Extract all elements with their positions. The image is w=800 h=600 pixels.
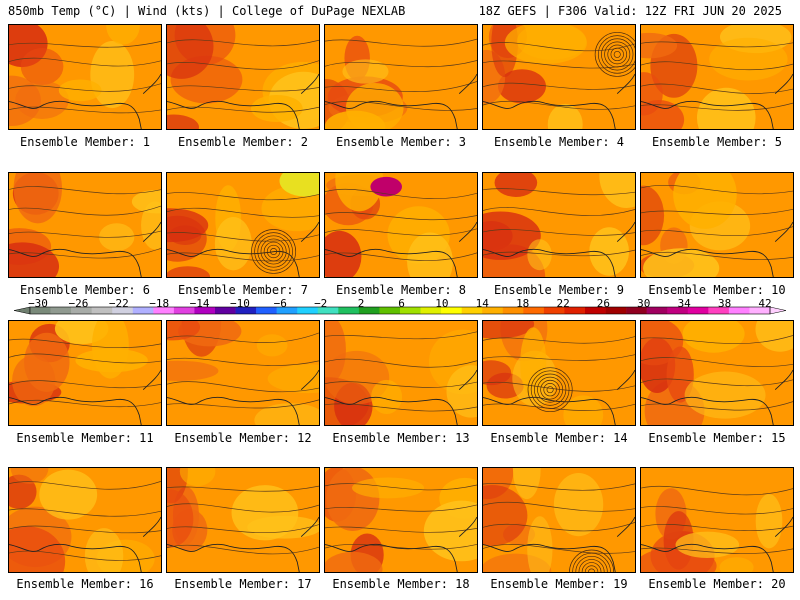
map-title: 850mb Temp (°C) | Wind (kts) | College o…: [8, 4, 406, 18]
member-map-14: [482, 320, 636, 426]
member-map-19: [482, 467, 636, 573]
colorbar-tick-label: 14: [475, 297, 489, 310]
member-caption-3: Ensemble Member: 3: [335, 135, 467, 149]
member-caption-17: Ensemble Member: 17: [174, 577, 312, 591]
member-map-12: [166, 320, 320, 426]
colorbar-swatch: [749, 307, 771, 314]
member-map-20: [640, 467, 794, 573]
colorbar-swatch: [30, 307, 51, 314]
member-caption-4: Ensemble Member: 4: [493, 135, 625, 149]
member-caption-6: Ensemble Member: 6: [19, 283, 151, 297]
colorbar-tick-label: 34: [677, 297, 691, 310]
colorbar-swatch: [71, 307, 92, 314]
colorbar-tick-label: 18: [516, 297, 530, 310]
colorbar-swatch: [585, 307, 606, 314]
colorbar-tick-label: 26: [596, 297, 611, 310]
colorbar-tick-label: 6: [398, 297, 405, 310]
member-map-2: [166, 24, 320, 130]
member-map-6: [8, 172, 162, 278]
member-map-11: [8, 320, 162, 426]
colorbar-swatch: [153, 307, 175, 314]
colorbar-swatch: [605, 307, 627, 314]
member-map-10: [640, 172, 794, 278]
colorbar-swatch: [297, 307, 319, 314]
colorbar-tick-label: 38: [717, 297, 732, 310]
member-caption-19: Ensemble Member: 19: [490, 577, 628, 591]
member-caption-10: Ensemble Member: 10: [648, 283, 786, 297]
colorbar-swatch: [400, 307, 421, 314]
colorbar-tick-label: 10: [435, 297, 449, 310]
member-caption-11: Ensemble Member: 11: [16, 431, 154, 445]
colorbar-tick-label: −14: [189, 297, 210, 310]
member-caption-14: Ensemble Member: 14: [490, 431, 628, 445]
member-map-3: [324, 24, 478, 130]
colorbar-tick-label: −26: [68, 297, 89, 310]
colorbar-tick-label: 22: [556, 297, 570, 310]
colorbar-swatch: [461, 307, 483, 314]
member-map-17: [166, 467, 320, 573]
colorbar-tick-label: 42: [758, 297, 772, 310]
colorbar-swatch: [132, 307, 154, 314]
colorbar-swatch: [687, 307, 709, 314]
colorbar-swatch: [276, 307, 298, 314]
colorbar-tick-label: −30: [28, 297, 48, 310]
colorbar-swatch: [194, 307, 216, 314]
colorbar-swatch: [708, 307, 730, 314]
member-map-9: [482, 172, 636, 278]
member-caption-1: Ensemble Member: 1: [19, 135, 151, 149]
member-map-7: [166, 172, 320, 278]
member-map-18: [324, 467, 478, 573]
colorbar-tick-label: −22: [108, 297, 129, 310]
colorbar-swatch: [235, 307, 257, 314]
colorbar-max-arrow: [769, 306, 787, 315]
member-map-15: [640, 320, 794, 426]
colorbar-tick-label: −18: [149, 297, 170, 310]
colorbar-swatch: [523, 307, 545, 314]
member-map-5: [640, 24, 794, 130]
colorbar-tick-label: −2: [314, 297, 328, 310]
member-caption-7: Ensemble Member: 7: [177, 283, 309, 297]
colorbar-swatch: [626, 307, 647, 314]
colorbar-swatch: [646, 307, 668, 314]
member-caption-15: Ensemble Member: 15: [648, 431, 786, 445]
colorbar-swatch: [358, 307, 380, 314]
colorbar-swatch: [379, 307, 401, 314]
member-map-4: [482, 24, 636, 130]
member-caption-8: Ensemble Member: 8: [335, 283, 467, 297]
member-caption-5: Ensemble Member: 5: [651, 135, 783, 149]
member-caption-12: Ensemble Member: 12: [174, 431, 312, 445]
member-caption-13: Ensemble Member: 13: [332, 431, 470, 445]
colorbar-swatch: [50, 307, 72, 314]
member-map-13: [324, 320, 478, 426]
colorbar-swatch: [91, 307, 113, 314]
colorbar-swatch: [420, 307, 442, 314]
member-map-16: [8, 467, 162, 573]
colorbar-swatch: [317, 307, 339, 314]
colorbar-tick-label: 2: [357, 297, 365, 310]
colorbar-swatch: [482, 307, 504, 314]
colorbar-swatch: [112, 307, 134, 314]
member-caption-18: Ensemble Member: 18: [332, 577, 470, 591]
colorbar-swatch: [441, 307, 462, 314]
colorbar-tick-label: 30: [637, 297, 651, 310]
colorbar-swatch: [173, 307, 195, 314]
temperature-colorbar: [13, 306, 787, 315]
colorbar-swatch: [667, 307, 689, 314]
member-map-8: [324, 172, 478, 278]
colorbar-swatch: [543, 307, 565, 314]
colorbar-swatch: [215, 307, 236, 314]
member-caption-16: Ensemble Member: 16: [16, 577, 154, 591]
colorbar-swatch: [256, 307, 277, 314]
run-valid-time: 18Z GEFS | F306 Valid: 12Z FRI JUN 20 20…: [478, 4, 782, 18]
colorbar-tick-label: −6: [273, 297, 287, 310]
colorbar-swatch: [728, 307, 750, 314]
member-caption-9: Ensemble Member: 9: [493, 283, 625, 297]
colorbar-swatch: [502, 307, 524, 314]
member-caption-2: Ensemble Member: 2: [177, 135, 309, 149]
colorbar-tick-label: −10: [229, 297, 250, 310]
colorbar-swatch: [338, 307, 360, 314]
colorbar-swatch: [564, 307, 586, 314]
member-caption-20: Ensemble Member: 20: [648, 577, 786, 591]
member-map-1: [8, 24, 162, 130]
